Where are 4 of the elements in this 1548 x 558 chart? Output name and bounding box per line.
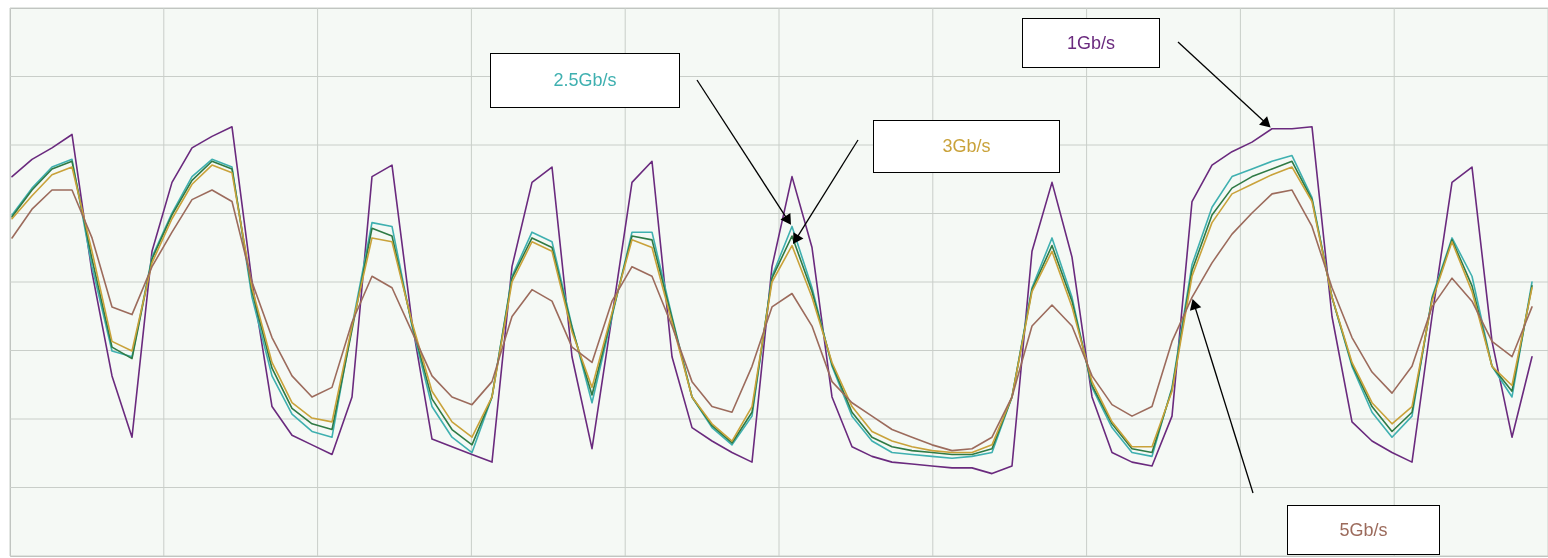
text-box: 1Gb/s bbox=[1022, 18, 1160, 68]
text-box: 5Gb/s bbox=[1287, 505, 1440, 555]
text-box: 3Gb/s bbox=[873, 120, 1060, 173]
text-box: 2.5Gb/s bbox=[490, 53, 680, 108]
